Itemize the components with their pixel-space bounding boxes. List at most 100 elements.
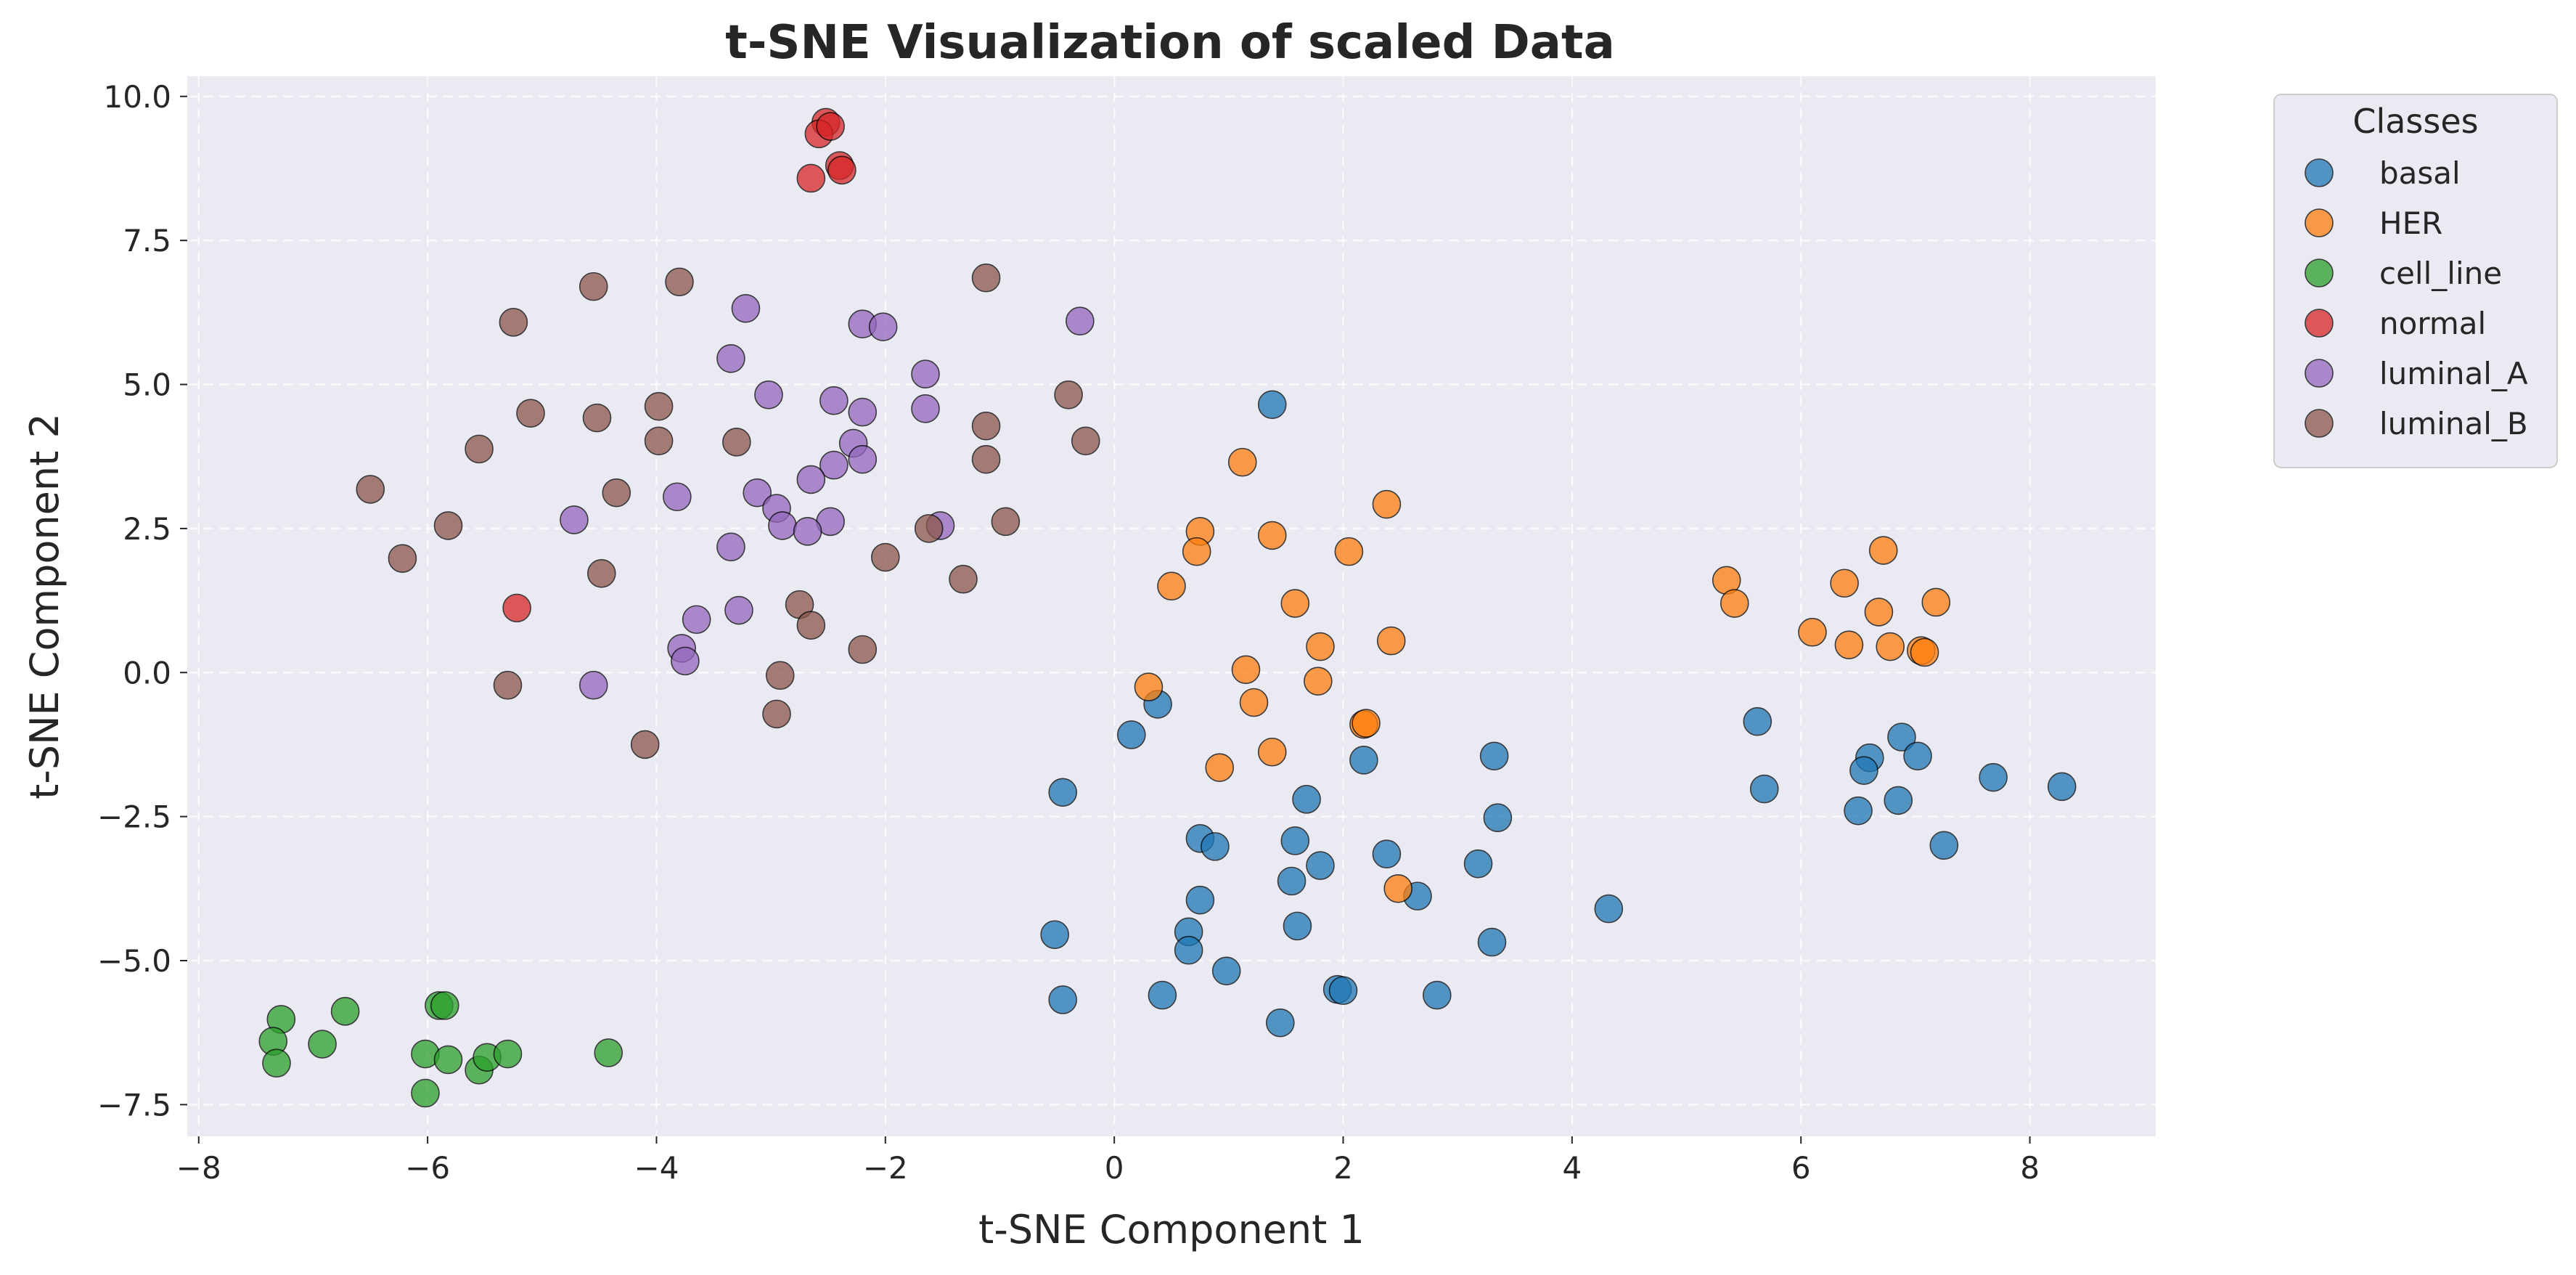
data-point-cell_line bbox=[493, 1039, 523, 1069]
data-point-luminal_B bbox=[602, 478, 631, 508]
data-point-luminal_A bbox=[768, 511, 797, 540]
data-point-HER bbox=[1227, 447, 1257, 477]
x-tick-label: 0 bbox=[1105, 1150, 1124, 1186]
data-point-basal bbox=[1257, 390, 1287, 420]
data-point-luminal_B bbox=[765, 661, 795, 691]
y-tick-label: −7.5 bbox=[97, 1087, 171, 1123]
data-point-basal bbox=[1463, 849, 1493, 879]
data-point-luminal_B bbox=[848, 635, 878, 664]
data-point-luminal_A bbox=[716, 532, 745, 562]
data-point-HER bbox=[1257, 737, 1287, 767]
x-axis-label: t-SNE Component 1 bbox=[978, 1207, 1365, 1252]
data-point-basal bbox=[1283, 911, 1312, 941]
data-point-HER bbox=[1280, 589, 1310, 618]
legend-marker bbox=[2305, 258, 2334, 288]
data-point-luminal_A bbox=[671, 646, 700, 676]
data-point-luminal_A bbox=[819, 386, 849, 415]
data-point-basal bbox=[1844, 796, 1873, 826]
legend-item-HER: HER bbox=[2305, 205, 2442, 241]
x-tick-label: 2 bbox=[1333, 1150, 1353, 1186]
data-point-HER bbox=[1334, 537, 1364, 566]
legend-marker bbox=[2305, 309, 2334, 338]
data-point-normal bbox=[827, 155, 856, 185]
data-point-luminal_A bbox=[1066, 306, 1095, 336]
data-point-HER bbox=[1134, 672, 1164, 701]
data-point-normal bbox=[816, 112, 845, 141]
data-point-basal bbox=[1423, 980, 1452, 1010]
data-point-luminal_A bbox=[796, 465, 826, 494]
x-tick-label: 8 bbox=[2020, 1150, 2040, 1186]
data-point-HER bbox=[1868, 536, 1898, 565]
data-point-luminal_B bbox=[578, 272, 608, 301]
series-basal bbox=[1040, 390, 2077, 1038]
legend-item-normal: normal bbox=[2305, 306, 2486, 341]
data-point-basal bbox=[1277, 866, 1307, 896]
data-point-luminal_A bbox=[819, 450, 849, 480]
chart-title: t-SNE Visualization of scaled Data bbox=[725, 16, 1615, 70]
y-tick-label: −2.5 bbox=[97, 799, 171, 835]
data-point-luminal_B bbox=[914, 514, 944, 543]
data-point-basal bbox=[1292, 785, 1321, 814]
data-point-basal bbox=[1280, 826, 1310, 855]
data-point-HER bbox=[1876, 632, 1905, 661]
data-point-luminal_B bbox=[356, 475, 385, 504]
data-point-luminal_A bbox=[731, 293, 761, 323]
data-point-luminal_B bbox=[1054, 380, 1083, 410]
data-point-luminal_A bbox=[754, 380, 783, 410]
data-point-basal bbox=[1148, 980, 1177, 1010]
series-luminal_A bbox=[560, 293, 1095, 700]
data-point-HER bbox=[1864, 598, 1894, 627]
y-tick-label: 0.0 bbox=[123, 655, 171, 691]
legend-label: cell_line bbox=[2379, 256, 2502, 291]
legend-label: normal bbox=[2379, 306, 2486, 341]
data-point-luminal_A bbox=[911, 359, 940, 389]
data-point-luminal_B bbox=[388, 544, 417, 573]
data-point-luminal_A bbox=[716, 344, 745, 373]
data-point-HER bbox=[1352, 709, 1381, 738]
legend-label: basal bbox=[2379, 155, 2461, 191]
grid-lines bbox=[187, 76, 2156, 1136]
legend-marker bbox=[2305, 359, 2334, 388]
legend-box bbox=[2273, 94, 2558, 468]
data-point-basal bbox=[1211, 956, 1241, 986]
data-point-HER bbox=[1205, 753, 1235, 782]
data-point-basal bbox=[1884, 786, 1913, 815]
axis-ticks: −8 −6 −4 −2 0 2 4 6 8 −7.5 −5.0 −2.5 0.0 2.5 5.0 7.5 10.… bbox=[97, 79, 2040, 1186]
data-point-basal bbox=[2047, 772, 2077, 802]
legend-label: HER bbox=[2379, 205, 2442, 241]
data-point-cell_line bbox=[308, 1030, 337, 1059]
x-tick-label: −6 bbox=[405, 1150, 450, 1186]
data-point-basal bbox=[1372, 839, 1402, 868]
data-point-HER bbox=[1306, 632, 1335, 661]
data-point-HER bbox=[1239, 688, 1269, 717]
x-tick-label: 6 bbox=[1791, 1150, 1811, 1186]
data-point-basal bbox=[1479, 741, 1509, 771]
data-point-basal bbox=[1185, 885, 1215, 915]
data-point-HER bbox=[1910, 638, 1939, 667]
data-point-HER bbox=[1257, 521, 1287, 550]
data-point-cell_line bbox=[433, 1045, 463, 1075]
data-point-basal bbox=[1265, 1008, 1295, 1038]
data-point-luminal_B bbox=[991, 507, 1021, 537]
data-point-basal bbox=[1594, 894, 1624, 924]
series-luminal_B bbox=[356, 263, 1100, 759]
data-point-luminal_A bbox=[663, 482, 692, 512]
series-normal bbox=[502, 107, 856, 623]
data-point-basal bbox=[1174, 935, 1203, 965]
x-tick-label: −2 bbox=[863, 1150, 908, 1186]
data-point-basal bbox=[1979, 762, 2008, 792]
legend-marker bbox=[2305, 158, 2334, 187]
y-tick-label: −5.0 bbox=[97, 943, 171, 979]
data-point-luminal_B bbox=[516, 399, 545, 428]
data-point-luminal_B bbox=[1071, 426, 1100, 456]
data-point-basal bbox=[1743, 706, 1772, 736]
data-point-HER bbox=[1798, 617, 1827, 647]
data-point-luminal_B bbox=[644, 391, 674, 421]
data-point-luminal_B bbox=[644, 426, 674, 456]
data-point-luminal_B bbox=[665, 267, 694, 297]
data-point-cell_line bbox=[262, 1048, 291, 1078]
data-point-cell_line bbox=[594, 1038, 623, 1067]
legend-item-luminal_A: luminal_A bbox=[2305, 356, 2528, 391]
legend-label: luminal_B bbox=[2379, 406, 2528, 441]
